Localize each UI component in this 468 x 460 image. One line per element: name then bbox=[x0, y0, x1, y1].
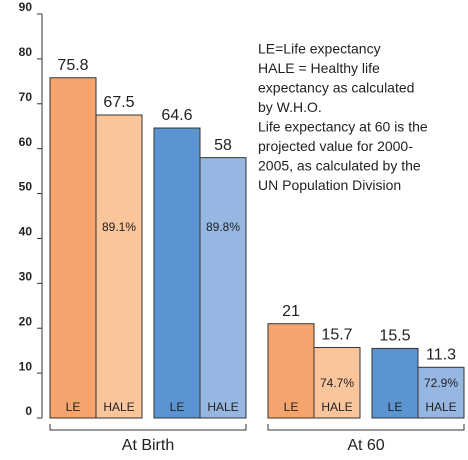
bar-name: LE bbox=[284, 400, 299, 414]
y-tick-label: 90 bbox=[19, 0, 33, 14]
y-tick-label: 0 bbox=[25, 404, 32, 418]
y-tick-label: 60 bbox=[19, 135, 33, 149]
bar-name: LE bbox=[170, 400, 185, 414]
y-tick-label: 40 bbox=[19, 225, 33, 239]
bar-name: HALE bbox=[425, 400, 456, 414]
bar bbox=[49, 77, 97, 419]
annotation: UN Population Division bbox=[258, 177, 401, 193]
value-label: 64.6 bbox=[161, 107, 192, 124]
bar bbox=[95, 114, 143, 419]
value-label: 67.5 bbox=[103, 94, 134, 111]
category-bracket bbox=[267, 424, 465, 431]
value-label: 15.7 bbox=[321, 327, 352, 344]
annotation: by W.H.O. bbox=[258, 99, 322, 115]
bar-name: LE bbox=[66, 400, 81, 414]
annotation: HALE = Healthy life bbox=[258, 60, 380, 76]
x-tick-label: At Birth bbox=[122, 437, 174, 454]
bar bbox=[267, 323, 315, 419]
value-label: 58 bbox=[214, 137, 232, 154]
value-label: 21 bbox=[282, 303, 300, 320]
bar-name: HALE bbox=[207, 400, 238, 414]
share-label: 89.1% bbox=[102, 220, 136, 234]
y-tick-label: 20 bbox=[19, 314, 33, 328]
share-label: 89.8% bbox=[206, 220, 240, 234]
bar bbox=[417, 366, 465, 419]
annotation: LE=Life expectancy bbox=[258, 41, 381, 57]
annotation: expectancy as calculated bbox=[258, 80, 414, 96]
bar bbox=[199, 157, 247, 419]
category-bracket bbox=[49, 424, 247, 431]
bar bbox=[313, 347, 361, 419]
y-tick-label: 80 bbox=[19, 45, 33, 59]
share-label: 74.7% bbox=[320, 376, 354, 390]
bar-name: LE bbox=[388, 400, 403, 414]
value-label: 11.3 bbox=[426, 346, 456, 363]
y-tick-label: 10 bbox=[19, 359, 33, 373]
value-label: 75.8 bbox=[57, 57, 88, 74]
y-tick-label: 30 bbox=[19, 270, 33, 284]
x-tick-label: At 60 bbox=[347, 437, 384, 454]
annotation: Life expectancy at 60 is the bbox=[258, 119, 428, 135]
value-label: 15.5 bbox=[379, 328, 410, 345]
y-tick-label: 70 bbox=[19, 90, 33, 104]
annotation: projected value for 2000- bbox=[258, 138, 413, 154]
bar bbox=[153, 127, 201, 419]
share-label: 72.9% bbox=[424, 376, 458, 390]
y-tick-label: 50 bbox=[19, 180, 33, 194]
bar-name: HALE bbox=[103, 400, 134, 414]
annotation: 2005, as calculated by the bbox=[258, 158, 421, 174]
bar-name: HALE bbox=[321, 400, 352, 414]
